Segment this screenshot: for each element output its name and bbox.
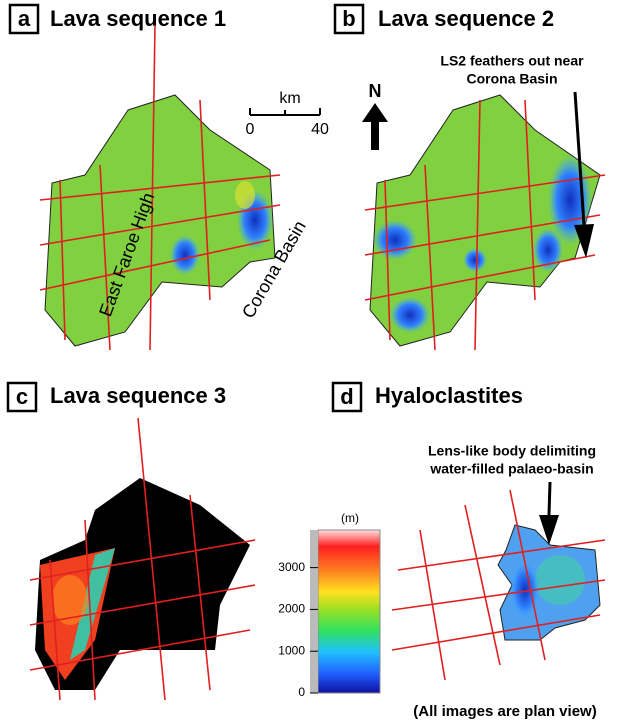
map-a: East Faroe High Corona Basin — [39, 24, 310, 351]
panel-letter: d — [340, 384, 353, 409]
panel-title: Lava sequence 3 — [50, 383, 226, 408]
scale-tick-label: 0 — [246, 121, 255, 138]
panel-title: Lava sequence 2 — [378, 6, 554, 31]
colorbar-bar — [317, 529, 381, 694]
north-arrow — [362, 103, 388, 150]
map-d: Lens-like body delimiting water-filled p… — [391, 443, 606, 681]
colorbar-tick-label: 1000 — [278, 643, 305, 657]
scale-unit: km — [279, 90, 300, 107]
panel-box — [6, 381, 38, 413]
panel-box — [8, 3, 40, 35]
map-b: LS2 feathers out near Corona Basin — [364, 53, 606, 351]
colorbar-unit: (m) — [341, 511, 359, 525]
colorbar: (m) 0 1000 2000 3000 — [278, 511, 381, 699]
panel-box — [331, 381, 363, 413]
colorbar-axis — [310, 530, 318, 693]
scale-bar: km 0 40 — [246, 90, 329, 138]
footer: (All images are plan view) — [413, 703, 596, 720]
map-c — [29, 417, 256, 701]
annotation: Corona Basin — [466, 71, 557, 87]
annotation: Lens-like body delimiting — [428, 443, 596, 459]
annotation: LS2 feathers out near — [440, 53, 584, 69]
scale-tick-label: 40 — [311, 121, 329, 138]
panel-letter: a — [18, 6, 31, 31]
panel-letter: b — [342, 6, 355, 31]
colorbar-tick-label: 0 — [298, 685, 305, 699]
panel-box — [333, 3, 365, 35]
annotation: water-filled palaeo-basin — [429, 461, 593, 477]
panel-title: Lava sequence 1 — [50, 6, 226, 31]
colorbar-tick-label: 3000 — [278, 560, 305, 574]
panel-letter: c — [16, 384, 28, 409]
north-label: N — [369, 81, 382, 101]
colorbar-tick-label: 2000 — [278, 602, 305, 616]
panel-title: Hyaloclastites — [375, 383, 523, 408]
